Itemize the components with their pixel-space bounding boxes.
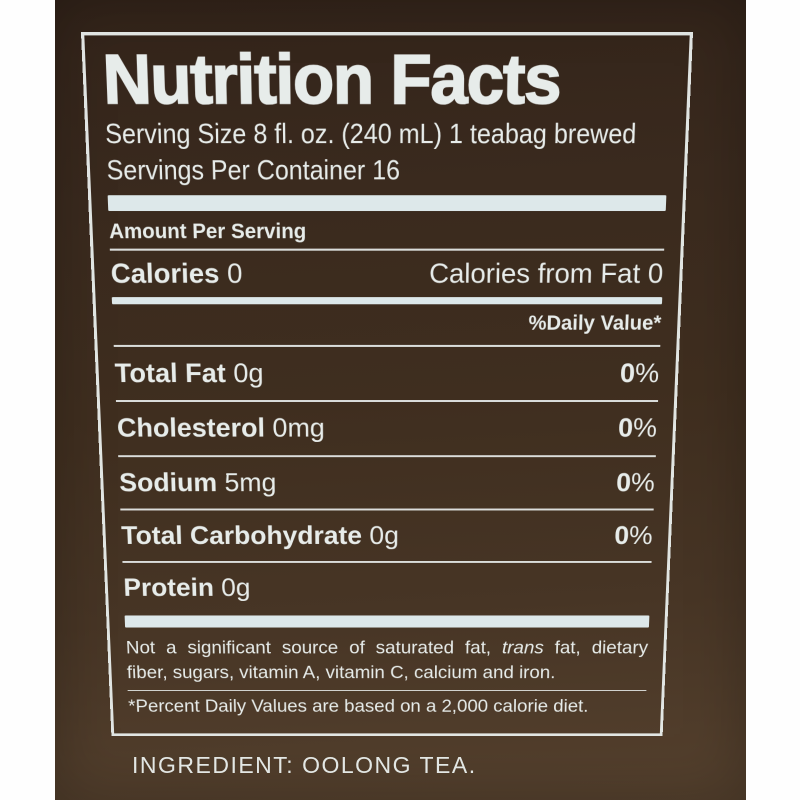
dv-number: 0 [619, 358, 636, 389]
calories-from-fat-label: Calories from Fat [429, 258, 641, 290]
servings-per-container-line: Servings Per Container 16 [106, 154, 668, 187]
calories-left: Calories 0 [110, 258, 243, 290]
photo-background-left [0, 0, 55, 800]
dv-number: 0 [613, 520, 630, 550]
nutrient-row-protein: Protein 0g [122, 563, 651, 613]
calories-from-fat: Calories from Fat 0 [429, 258, 664, 290]
calories-row: Calories 0 Calories from Fat 0 [110, 258, 664, 290]
nutrient-name: Cholesterol [116, 413, 266, 443]
dv-number: 0 [617, 413, 634, 443]
rule-under-amount-per-serving [109, 249, 665, 252]
nutrient-name: Total Carbohydrate [120, 520, 363, 550]
amount-per-serving-heading: Amount Per Serving [108, 220, 307, 244]
footnote-part2: fat, dietary [543, 637, 649, 658]
nutrient-dv: 0% [616, 467, 656, 497]
photo-background-right [746, 0, 800, 800]
nutrient-amount: 0mg [272, 413, 325, 443]
daily-value-header: %Daily Value* [528, 312, 662, 336]
footnote-part1: Not a significant source of saturated fa… [125, 637, 503, 658]
nutrient-amount: 0g [233, 358, 264, 389]
calories-label: Calories [110, 258, 220, 290]
nutrient-row-sodium: Sodium 5mg 0% [118, 457, 656, 508]
rule-above-percent-note [127, 689, 647, 692]
nutrient-row-total-fat: Total Fat 0g 0% [114, 347, 660, 400]
nutrient-dv: 0% [618, 413, 658, 444]
nutrient-row-cholesterol: Cholesterol 0mg 0% [116, 402, 658, 454]
dv-number: 0 [615, 467, 632, 497]
label-title: Nutrition Facts [101, 39, 563, 119]
nutrient-name: Sodium [118, 467, 218, 497]
nutrient-row-total-carbohydrate: Total Carbohydrate 0g 0% [120, 510, 653, 561]
footnote-line-2: fiber, sugars, vitamin A, vitamin C, cal… [126, 662, 556, 683]
serving-size-line: Serving Size 8 fl. oz. (240 mL) 1 teabag… [104, 117, 669, 150]
nutrient-amount: 5mg [224, 467, 277, 497]
nutrition-facts-label: Nutrition Facts Serving Size 8 fl. oz. (… [80, 32, 694, 737]
section-divider-bar-bottom [124, 615, 650, 628]
section-divider-bar-top [107, 195, 667, 212]
nutrient-left: Sodium 5mg [119, 467, 277, 497]
dv-percent-sign: % [634, 358, 660, 389]
nutrient-amount: 0g [369, 520, 399, 550]
calories-value: 0 [226, 258, 243, 290]
nutrient-dv: 0% [614, 521, 653, 551]
nutrient-left: Total Fat 0g [114, 358, 264, 389]
nutrient-name: Total Fat [114, 358, 227, 389]
dv-percent-sign: % [628, 520, 654, 550]
nutrient-amount: 0g [220, 572, 251, 602]
divider-bar-under-calories [111, 297, 663, 305]
calories-from-fat-value: 0 [647, 258, 664, 290]
dv-percent-sign: % [630, 467, 656, 497]
nutrient-left: Protein 0g [123, 573, 251, 602]
servings-per-container-text: Servings Per Container 16 [105, 154, 401, 186]
nutrient-name: Protein [122, 572, 215, 602]
dv-percent-sign: % [632, 413, 658, 443]
nutrient-dv: 0% [619, 358, 659, 389]
nutrient-left: Total Carbohydrate 0g [121, 521, 399, 551]
tea-package-panel: Nutrition Facts Serving Size 8 fl. oz. (… [55, 0, 746, 800]
serving-size-text: Serving Size 8 fl. oz. (240 mL) 1 teabag… [104, 117, 637, 150]
footnote-trans-italic: trans [501, 637, 545, 658]
footnote-line-1: Not a significant source of saturated fa… [125, 636, 648, 661]
percent-daily-values-note: *Percent Daily Values are based on a 2,0… [127, 696, 589, 717]
ingredient-statement: INGREDIENT: OOLONG TEA. [132, 752, 477, 778]
nutrient-left: Cholesterol 0mg [116, 413, 325, 444]
